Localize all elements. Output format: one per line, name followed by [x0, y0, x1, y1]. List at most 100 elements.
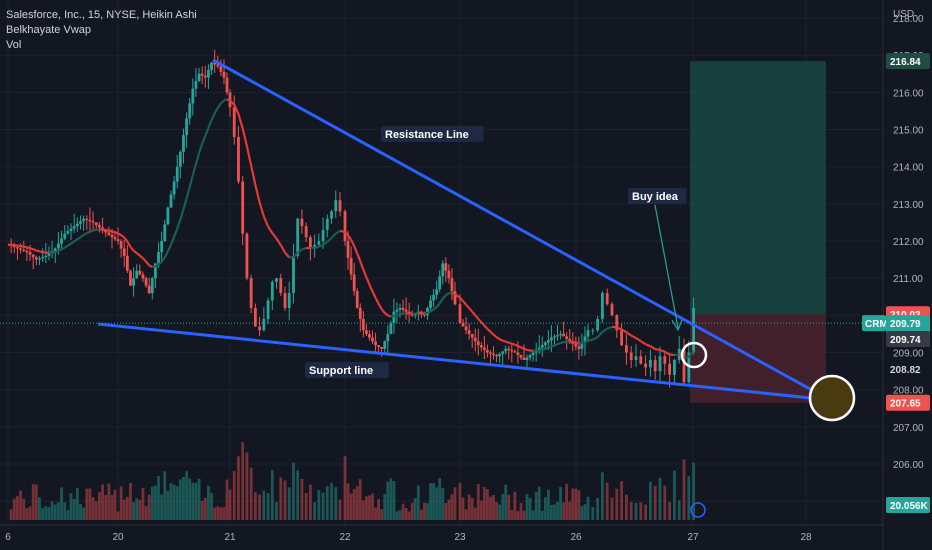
candle-body	[334, 200, 338, 212]
vwap-segment	[344, 231, 349, 236]
candle-body	[605, 293, 609, 305]
time-axis[interactable]: 6 20 21 22 23 26 27 28	[5, 532, 812, 543]
volume-bar	[419, 509, 423, 520]
buy-arrow-head	[671, 319, 683, 332]
vwap-segment	[560, 341, 564, 344]
candle-body	[222, 71, 226, 78]
candle-body	[144, 278, 148, 286]
vwap-segment	[511, 342, 516, 346]
vwap-segment	[374, 297, 380, 305]
candle-body	[522, 357, 526, 360]
volume-bar	[410, 502, 414, 520]
vwap-segment	[606, 325, 613, 330]
volume-bar	[116, 511, 120, 520]
volume-bar	[207, 485, 210, 520]
volume-bar	[129, 482, 132, 520]
volume-bar	[426, 503, 429, 520]
vwap-segment	[526, 348, 531, 352]
volume-bar	[334, 487, 338, 520]
candle-body	[486, 350, 489, 353]
candle-body	[531, 352, 535, 356]
vwap-segment	[616, 326, 623, 331]
volume-bar	[258, 494, 262, 520]
candle-body	[97, 224, 101, 228]
candle-body	[464, 326, 468, 331]
volume-bar	[91, 497, 95, 520]
volume-bar	[450, 494, 454, 520]
y-tick-label: 215.00	[893, 126, 924, 137]
vwap-segment	[191, 163, 198, 176]
vwap-segment	[120, 234, 125, 239]
volume-bar	[562, 502, 566, 520]
volume-bar	[287, 487, 291, 520]
volume-bar	[266, 493, 270, 520]
stop-badge: 207.65	[886, 394, 930, 411]
candle-body	[166, 207, 170, 225]
vwap-segment	[630, 334, 637, 340]
vwap-segment	[441, 294, 447, 300]
symbol-title[interactable]: Salesforce, Inc., 15, NYSE, Heikin Ashi	[6, 9, 197, 21]
volume-bar	[482, 487, 486, 520]
volume-bar	[559, 486, 562, 520]
candle-body	[395, 309, 399, 312]
volume-bar	[492, 495, 495, 520]
volume-bar	[197, 478, 201, 520]
candle-body	[169, 194, 173, 208]
volume-bar	[438, 478, 442, 520]
candle-body	[519, 355, 523, 358]
candle-body	[308, 237, 312, 249]
vwap-segment	[36, 249, 40, 253]
vwap-segment	[198, 143, 204, 154]
volume-bar	[225, 479, 229, 520]
volume-bar	[673, 470, 676, 520]
vwap-segment	[132, 249, 138, 254]
vwap-segment	[396, 313, 401, 317]
volume-label[interactable]: Vol	[6, 39, 22, 51]
candle-body	[668, 363, 671, 375]
volume-bar	[28, 506, 32, 520]
candle-body	[225, 77, 229, 93]
volume-bar	[178, 479, 182, 520]
price-axis[interactable]: USD 218.00217.00216.00215.00214.00213.00…	[893, 9, 924, 508]
volume-bar	[188, 478, 192, 520]
trendlines[interactable]	[97, 58, 831, 402]
volume-bar	[292, 462, 295, 520]
volume-bar	[404, 507, 408, 520]
vwap-segment	[454, 293, 461, 299]
candle-body	[546, 340, 550, 343]
candle-body	[175, 166, 179, 182]
vwap-segment	[126, 241, 132, 248]
volume-bar	[219, 507, 223, 520]
candle-body	[429, 300, 432, 308]
candle-body	[673, 359, 676, 375]
vwap-segment	[216, 102, 222, 109]
candle-body	[185, 118, 188, 136]
volume-bar	[639, 502, 643, 520]
volume-bar	[423, 502, 426, 520]
volume-bar	[57, 502, 60, 520]
vwap-segment	[86, 230, 91, 235]
volume-bar	[132, 501, 135, 520]
candle-body	[66, 231, 70, 234]
candle-body	[476, 341, 480, 346]
vwap-segment	[176, 219, 182, 229]
volume-bar	[101, 484, 104, 520]
vwap-segment	[254, 184, 261, 203]
vwap-segment	[201, 135, 207, 145]
support-line	[97, 322, 831, 402]
volume-bar	[435, 487, 439, 520]
volume-bar	[194, 482, 198, 520]
x-tick-label: 28	[800, 532, 812, 543]
buy-label-text: Buy idea	[632, 191, 679, 203]
candle-body	[12, 245, 16, 248]
vwap-segment	[157, 261, 163, 266]
volume-bar	[104, 494, 108, 520]
indicator-label[interactable]: Belkhayate Vwap	[6, 24, 91, 36]
vwap-segment	[362, 269, 368, 278]
candle-body	[25, 250, 29, 253]
volume-bar	[392, 480, 396, 520]
x-tick-label: 27	[687, 532, 699, 543]
vwap-segment	[514, 343, 519, 347]
candle-body	[22, 249, 26, 251]
